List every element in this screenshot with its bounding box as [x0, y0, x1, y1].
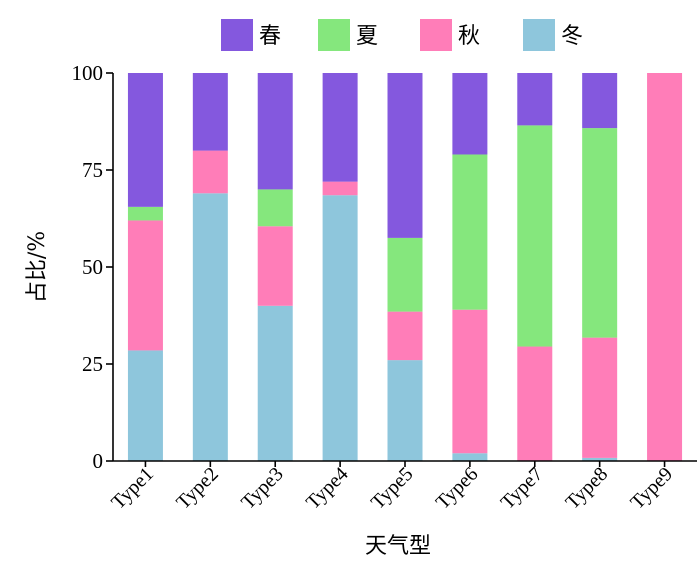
bar-segment	[452, 453, 488, 461]
bar-segment	[127, 220, 163, 351]
bar-segment	[582, 337, 618, 458]
bar-segment	[387, 237, 423, 312]
bar-segment	[517, 73, 553, 126]
bar-segment	[257, 189, 293, 227]
bar-segment	[582, 73, 618, 129]
y-tick-label: 25	[82, 352, 103, 376]
bar-segment	[517, 125, 553, 347]
x-axis-title: 天气型	[365, 534, 431, 559]
bar-segment	[387, 73, 423, 238]
bar-segment	[192, 150, 228, 194]
x-tick-label: Type2	[172, 463, 223, 514]
legend-label: 春	[259, 24, 281, 49]
bar-segment	[322, 195, 358, 461]
legend-label: 夏	[356, 24, 378, 49]
x-tick-label: Type5	[367, 463, 418, 514]
bar-segment	[127, 350, 163, 461]
legend-swatch	[318, 19, 350, 51]
bar-segment	[127, 206, 163, 221]
bar-segment	[582, 457, 618, 461]
bar-segment	[452, 309, 488, 454]
bar-segment	[582, 128, 618, 338]
bar-segment	[387, 311, 423, 361]
bar-segment	[192, 193, 228, 461]
bars	[127, 73, 683, 461]
bar-segment	[257, 73, 293, 190]
bar-segment	[322, 73, 358, 182]
bar-segment	[257, 305, 293, 461]
y-axis: 0 25 50 75 100	[72, 61, 114, 473]
legend-swatch	[221, 19, 253, 51]
x-tick-label: Type4	[302, 463, 353, 514]
x-tick-label: Type3	[237, 463, 288, 514]
bar-segment	[452, 73, 488, 155]
y-tick-label: 100	[72, 61, 104, 85]
y-tick-label: 75	[82, 158, 103, 182]
bar-segment	[517, 346, 553, 461]
legend-label: 冬	[561, 24, 583, 49]
bar-segment	[192, 73, 228, 151]
x-tick-label: Type9	[626, 463, 677, 514]
x-tick-label: Type1	[107, 463, 158, 514]
y-tick-label: 50	[82, 255, 103, 279]
bar-segment	[322, 181, 358, 196]
x-tick-label: Type8	[562, 463, 613, 514]
legend-swatch	[523, 19, 555, 51]
bar-segment	[387, 360, 423, 461]
x-tick-label: Type7	[497, 463, 548, 514]
legend: 春夏秋冬	[221, 19, 583, 51]
bar-segment	[257, 226, 293, 306]
bar-segment	[127, 73, 163, 207]
x-tick-label: Type6	[432, 463, 483, 514]
legend-label: 秋	[458, 24, 480, 49]
x-axis: Type1 Type2 Type3 Type4 Type5 Type6 Type7 Type8…	[107, 460, 697, 514]
y-axis-title: 占比/%	[25, 231, 50, 303]
bar-segment	[452, 154, 488, 310]
y-tick-label: 0	[93, 449, 104, 473]
legend-swatch	[420, 19, 452, 51]
bar-segment	[647, 73, 683, 461]
